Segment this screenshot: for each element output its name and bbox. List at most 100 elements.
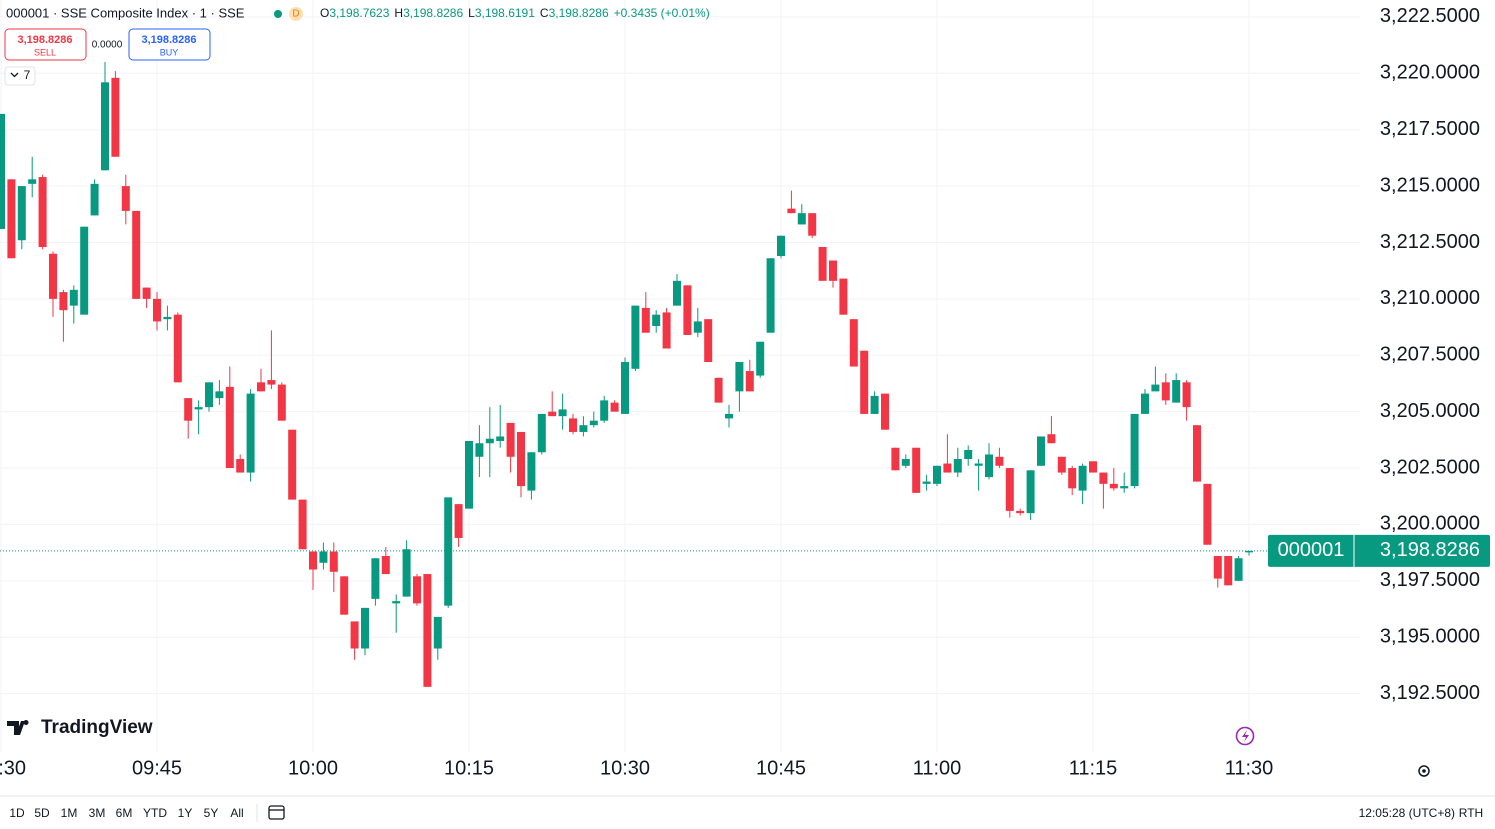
calendar-icon[interactable] (268, 805, 285, 820)
candle-body (69, 289, 78, 306)
settings-icon-center[interactable] (1422, 769, 1426, 773)
range-button[interactable]: 5Y (204, 806, 219, 820)
candle-body (621, 362, 629, 414)
candle-body (329, 551, 338, 572)
candle-body (517, 431, 525, 487)
candle-body (371, 558, 380, 599)
candle-body (652, 314, 661, 326)
candle-body (537, 413, 546, 453)
candle-body (433, 616, 442, 649)
sell-box[interactable] (4, 28, 87, 61)
candle-body (870, 395, 879, 414)
candle-body (891, 447, 900, 471)
candle-body (610, 402, 619, 412)
candle-body (974, 463, 983, 466)
candle-body (454, 504, 463, 538)
buy-button[interactable]: 3,198.8286 BUY (128, 28, 211, 61)
candle-body (17, 186, 26, 241)
candle-body (745, 371, 754, 392)
candle-body (527, 452, 536, 491)
lightning-icon[interactable] (1235, 726, 1255, 746)
indicators-count[interactable]: 7 (24, 68, 31, 82)
buy-price[interactable]: 3,198.8286 (141, 34, 196, 46)
calendar-frame[interactable] (268, 805, 285, 820)
candle-body (381, 556, 390, 575)
candle-body (673, 280, 681, 306)
candle-body (361, 607, 369, 649)
candle-body (28, 179, 37, 184)
candle-body (246, 393, 255, 473)
range-button[interactable]: 6M (116, 806, 133, 820)
ohlc-value: 3,198.8286 (403, 6, 463, 20)
range-button[interactable]: All (230, 806, 243, 820)
range-button[interactable]: 5D (34, 806, 50, 820)
candle-body (485, 438, 494, 444)
range-button[interactable]: 3M (89, 806, 106, 820)
candle-body (662, 312, 671, 349)
x-tick-label: 10:00 (288, 757, 338, 779)
y-tick-label: 3,215.0000 (1380, 174, 1480, 196)
candle-body (1005, 468, 1014, 511)
candle-body (839, 278, 848, 315)
range-button[interactable]: YTD (143, 806, 167, 820)
y-tick-label: 3,222.5000 (1380, 5, 1480, 27)
badge: D (292, 9, 299, 20)
ohlc-value: 3,198.6191 (475, 6, 535, 20)
candle-body (423, 574, 432, 687)
session[interactable]: RTH (1459, 806, 1483, 820)
range-button[interactable]: 1D (9, 806, 25, 820)
candle-body (465, 440, 473, 509)
y-tick-label: 3,205.0000 (1380, 400, 1480, 422)
candle-body (756, 341, 765, 376)
candle-body (1016, 510, 1025, 514)
ohlc-value: 3,198.8286 (549, 6, 609, 20)
y-tick-label: 3,220.0000 (1380, 62, 1480, 84)
chevron-icon[interactable] (10, 72, 19, 78)
sell-price[interactable]: 3,198.8286 (17, 34, 72, 46)
logo-icon (7, 719, 29, 735)
ohlc-key: H (394, 6, 403, 20)
range-button[interactable]: 1M (61, 806, 78, 820)
indicators-box[interactable] (4, 66, 36, 86)
candle-body (808, 213, 817, 236)
candle-body (683, 285, 692, 335)
badge-bg (289, 7, 303, 21)
x-tick-label: 11:15 (1069, 757, 1118, 779)
candle-body (1245, 550, 1253, 553)
y-tick-label: 3,217.5000 (1380, 118, 1480, 140)
candle-body (225, 386, 234, 469)
y-tick-label: 3,207.5000 (1380, 344, 1480, 366)
candle-body (309, 551, 317, 570)
x-tick-label: 11:30 (1225, 757, 1274, 779)
candle-body (277, 384, 286, 421)
candle-body (735, 362, 744, 392)
candle-body (215, 391, 224, 399)
y-tick-label: 3,195.0000 (1380, 625, 1480, 647)
candle-body (985, 454, 993, 478)
candle-body (912, 447, 921, 493)
candle-body (38, 177, 47, 247)
candle-body (80, 226, 89, 315)
candle-body (1213, 556, 1222, 579)
candle-body (1224, 556, 1233, 586)
y-tick-label: 3,202.5000 (1380, 456, 1480, 478)
candle-body (90, 183, 99, 216)
indicators-toggle[interactable]: 7 (4, 66, 36, 86)
candle-body (953, 459, 962, 473)
sell-label[interactable]: SELL (34, 47, 56, 57)
candle-body (1099, 472, 1108, 484)
y-tick-label: 3,192.5000 (1380, 682, 1480, 704)
candle-body (631, 305, 640, 369)
sell-button[interactable]: 3,198.8286 SELL (4, 28, 87, 61)
candle-body (787, 208, 796, 214)
candle-body (818, 246, 827, 281)
settings-icon[interactable] (1418, 765, 1430, 777)
ohlc-key: L (468, 6, 475, 20)
lightning-bolt[interactable] (1242, 730, 1249, 742)
candle-body (1047, 434, 1056, 444)
range-button[interactable]: 1Y (178, 806, 193, 820)
buy-label[interactable]: BUY (160, 47, 179, 57)
candle-body (111, 77, 120, 157)
buy-box[interactable] (128, 28, 211, 61)
